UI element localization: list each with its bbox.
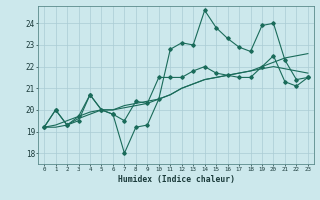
X-axis label: Humidex (Indice chaleur): Humidex (Indice chaleur) xyxy=(117,175,235,184)
